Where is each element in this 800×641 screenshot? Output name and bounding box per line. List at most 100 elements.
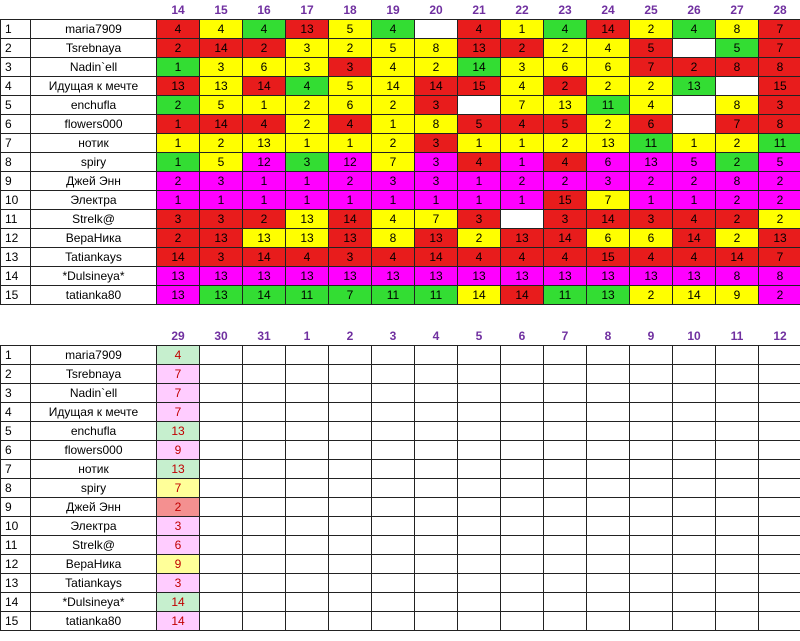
empty-cell [457, 383, 501, 403]
row-number: 6 [0, 440, 31, 460]
empty-cell [672, 402, 716, 422]
row-number: 2 [0, 364, 31, 384]
score-cell: 2 [758, 209, 800, 229]
score-cell: 13 [285, 19, 329, 39]
empty-cell [414, 345, 458, 365]
score-cell: 2 [328, 171, 372, 191]
player-name: ВераНика [30, 228, 157, 248]
empty-cell [371, 364, 415, 384]
table-row: 8 spiry 7 [0, 478, 800, 498]
day-header: 7 [561, 328, 569, 343]
empty-cell [586, 573, 630, 593]
empty-cell [758, 516, 800, 536]
empty-cell [715, 364, 759, 384]
score-cell: 3 [156, 516, 200, 536]
empty-cell [586, 592, 630, 612]
day-header: 14 [171, 2, 185, 17]
empty-cell [328, 573, 372, 593]
score-cell: 5 [199, 152, 243, 172]
score-cell: 13 [457, 266, 501, 286]
empty-cell [199, 478, 243, 498]
day-header: 17 [300, 2, 314, 17]
empty-cell [199, 345, 243, 365]
player-name: Tsrebnaya [30, 364, 157, 384]
score-cell: 1 [328, 190, 372, 210]
empty-cell [586, 554, 630, 574]
empty-cell [285, 478, 329, 498]
score-cell: 14 [586, 209, 630, 229]
score-cell: 3 [543, 209, 587, 229]
empty-cell [414, 478, 458, 498]
empty-cell [328, 383, 372, 403]
empty-cell [543, 611, 587, 631]
empty-cell [371, 554, 415, 574]
empty-cell [586, 497, 630, 517]
score-cell: 8 [414, 38, 458, 58]
player-name: flowers000 [30, 114, 157, 134]
day-header: 20 [429, 2, 443, 17]
empty-cell [199, 554, 243, 574]
table-row: 8 spiry 1 5 12 3 12 7 3 4 1 4 6 13 5 2 5 [0, 152, 800, 172]
score-cell: 3 [414, 133, 458, 153]
empty-cell [715, 554, 759, 574]
empty-cell [500, 611, 544, 631]
score-cell: 6 [586, 57, 630, 77]
score-cell: 4 [242, 114, 286, 134]
day-header-row: 29 30 31 1 2 3 4 5 6 7 8 9 10 11 12 [1, 326, 800, 346]
empty-cell [543, 383, 587, 403]
day-header: 8 [604, 328, 612, 343]
score-cell: 2 [543, 38, 587, 58]
score-cell: 14 [457, 285, 501, 305]
score-cell: 7 [629, 57, 673, 77]
score-cell: 13 [586, 133, 630, 153]
score-cell: 4 [543, 247, 587, 267]
day-header: 10 [687, 328, 701, 343]
score-cell: 8 [758, 266, 800, 286]
empty-cell [285, 592, 329, 612]
empty-cell [543, 516, 587, 536]
score-cell: 15 [457, 76, 501, 96]
day-header: 30 [214, 328, 228, 343]
score-cell: 6 [543, 57, 587, 77]
empty-cell [629, 516, 673, 536]
empty-cell [715, 459, 759, 479]
empty-cell [629, 611, 673, 631]
score-cell: 14 [586, 19, 630, 39]
empty-cell [629, 440, 673, 460]
score-cell: 9 [156, 440, 200, 460]
score-cell: 4 [156, 19, 200, 39]
score-cell: 13 [242, 228, 286, 248]
table-row: 3 Nadin`ell 1 3 6 3 3 4 2 14 3 6 6 7 2 8 8 [0, 57, 800, 77]
score-cell: 13 [199, 266, 243, 286]
player-name: Strelk@ [30, 209, 157, 229]
score-cell: 3 [199, 247, 243, 267]
empty-cell [371, 383, 415, 403]
score-cell: 8 [715, 19, 759, 39]
score-cell: 2 [156, 95, 200, 115]
empty-cell [457, 478, 501, 498]
table-row: 10 Электра 3 [0, 516, 800, 536]
row-number: 13 [0, 573, 31, 593]
empty-cell [242, 364, 286, 384]
table-row: 4 Идущая к мечте 13 13 14 4 5 14 14 15 4 2 2 2 13 15 [0, 76, 800, 96]
empty-cell [543, 345, 587, 365]
score-cell: 1 [156, 57, 200, 77]
score-cell: 14 [500, 285, 544, 305]
score-cell: 4 [199, 19, 243, 39]
score-cell: 8 [758, 57, 800, 77]
score-cell: 7 [758, 38, 800, 58]
score-cell: 4 [672, 247, 716, 267]
day-header: 4 [432, 328, 440, 343]
score-cell: 7 [500, 95, 544, 115]
player-name: Электра [30, 516, 157, 536]
empty-cell [500, 345, 544, 365]
empty-cell [500, 554, 544, 574]
table-row: 2 Tsrebnaya 2 14 2 3 2 5 8 13 2 2 4 5 5 7 [0, 38, 800, 58]
empty-cell [242, 345, 286, 365]
score-cell: 11 [629, 133, 673, 153]
player-name: spiry [30, 152, 157, 172]
empty-cell [328, 497, 372, 517]
score-cell: 2 [328, 38, 372, 58]
day-header: 18 [343, 2, 357, 17]
score-cell: 1 [500, 133, 544, 153]
